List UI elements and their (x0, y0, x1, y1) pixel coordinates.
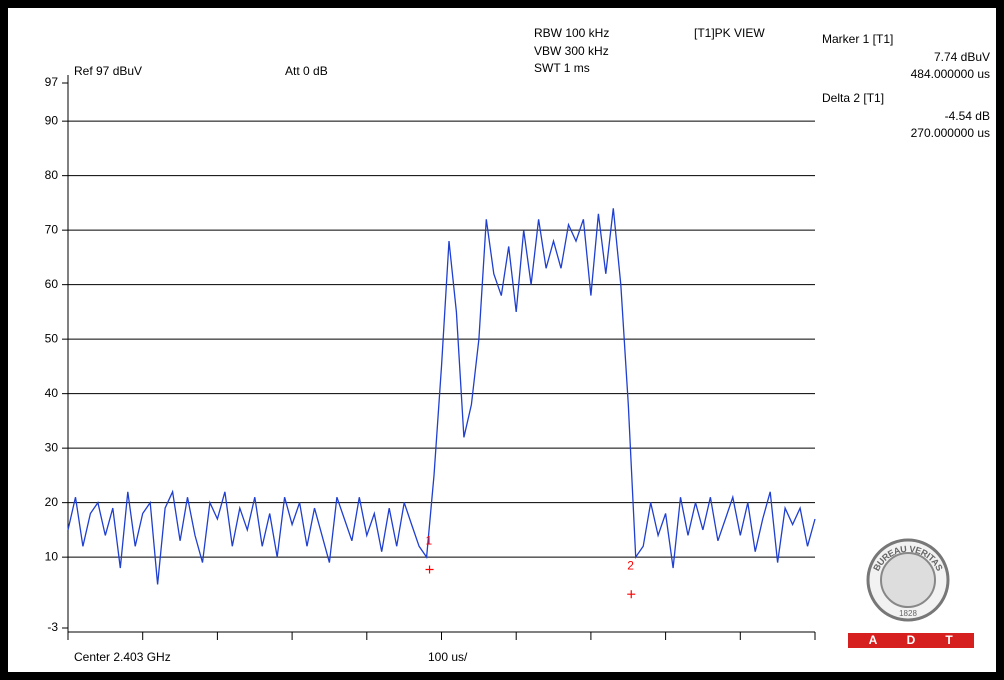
screen-background (8, 8, 996, 672)
marker1-level: 7.74 dBuV (934, 50, 990, 64)
y-tick-label: 80 (45, 168, 59, 182)
marker1-time: 484.000000 us (911, 67, 990, 81)
trace (67, 208, 816, 585)
y-tick-label: 70 (45, 222, 59, 236)
marker-label: 2 (627, 558, 634, 572)
y-tick-label: 60 (45, 277, 59, 291)
delta2-time: 270.000000 us (911, 126, 990, 140)
logo-letter: T (945, 633, 953, 647)
vbw: VBW 300 kHz (534, 44, 609, 58)
time-per-division: 100 us/ (428, 650, 468, 664)
y-tick-label: 40 (45, 386, 59, 400)
logo: BUREAU VERITAS 1828 A D T (848, 538, 974, 648)
delta2-level: -4.54 dB (945, 109, 990, 123)
marker1-title: Marker 1 [T1] (822, 32, 893, 46)
logo-inner (880, 552, 936, 608)
rbw: RBW 100 kHz (534, 26, 609, 40)
y-tick-label: 50 (45, 331, 59, 345)
logo-letter: A (869, 633, 878, 647)
center-frequency: Center 2.403 GHz (74, 650, 171, 664)
ref-level: Ref 97 dBuV (74, 64, 142, 78)
delta2-title: Delta 2 [T1] (822, 91, 884, 105)
logo-year: 1828 (899, 609, 917, 618)
y-tick-label: 90 (45, 113, 59, 127)
attenuation: Att 0 dB (285, 64, 328, 78)
swt: SWT 1 ms (534, 61, 590, 75)
y-tick-label: -3 (47, 620, 58, 634)
logo-letter: D (907, 633, 916, 647)
y-tick-label: 20 (45, 495, 59, 509)
marker-cross (425, 565, 434, 574)
view-mode: [T1]PK VIEW (694, 26, 765, 40)
y-tick-label: 30 (45, 440, 59, 454)
y-tick-label: 10 (45, 549, 59, 563)
logo-bar (848, 633, 974, 648)
y-tick-label: 97 (45, 75, 59, 89)
marker-cross (627, 590, 636, 599)
marker-label: 1 (426, 534, 433, 548)
